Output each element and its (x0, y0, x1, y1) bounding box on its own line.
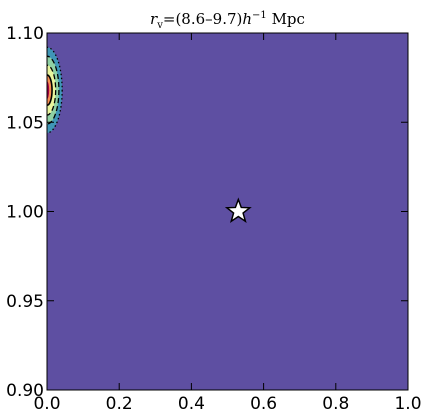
x-tick-labels: 0.0 0.2 0.4 0.6 0.8 1.0 (33, 394, 421, 413)
plot-background (47, 33, 408, 390)
y-tick-labels: 0.90 0.95 1.00 1.05 1.10 (6, 24, 44, 401)
title-h: h (242, 10, 252, 28)
contour-line-2 (47, 64, 57, 116)
contour-fill-4 (47, 81, 50, 100)
x-tick-label-2: 0.4 (178, 394, 205, 413)
x-tick-label-5: 1.0 (394, 394, 421, 413)
contour-line-3 (47, 74, 53, 107)
title-subscript: v (156, 20, 163, 31)
contour-line-1 (47, 55, 60, 125)
title-symbol: r (150, 10, 158, 28)
x-tick-label-4: 0.8 (322, 394, 349, 413)
y-tick-label-3: 1.05 (6, 113, 44, 133)
x-tick-label-0: 0.0 (33, 394, 60, 413)
x-tick-label-1: 0.2 (106, 394, 133, 413)
contour-group (47, 46, 63, 134)
chart-title: rv=(8.6–9.7)h−1 Mpc (150, 10, 305, 31)
title-exponent: −1 (252, 10, 267, 21)
star-marker (224, 197, 252, 223)
x-tick-label-3: 0.6 (250, 394, 277, 413)
y-tick-label-4: 1.10 (6, 24, 44, 44)
y-tick-label-2: 1.00 (6, 203, 44, 223)
plot-frame (46, 32, 409, 391)
title-range: (8.6–9.7) (175, 10, 242, 28)
title-equals: = (163, 10, 176, 28)
y-tick-label-0: 0.90 (6, 381, 44, 401)
title-unit: Mpc (267, 10, 305, 28)
y-tick-label-1: 0.95 (6, 292, 44, 312)
